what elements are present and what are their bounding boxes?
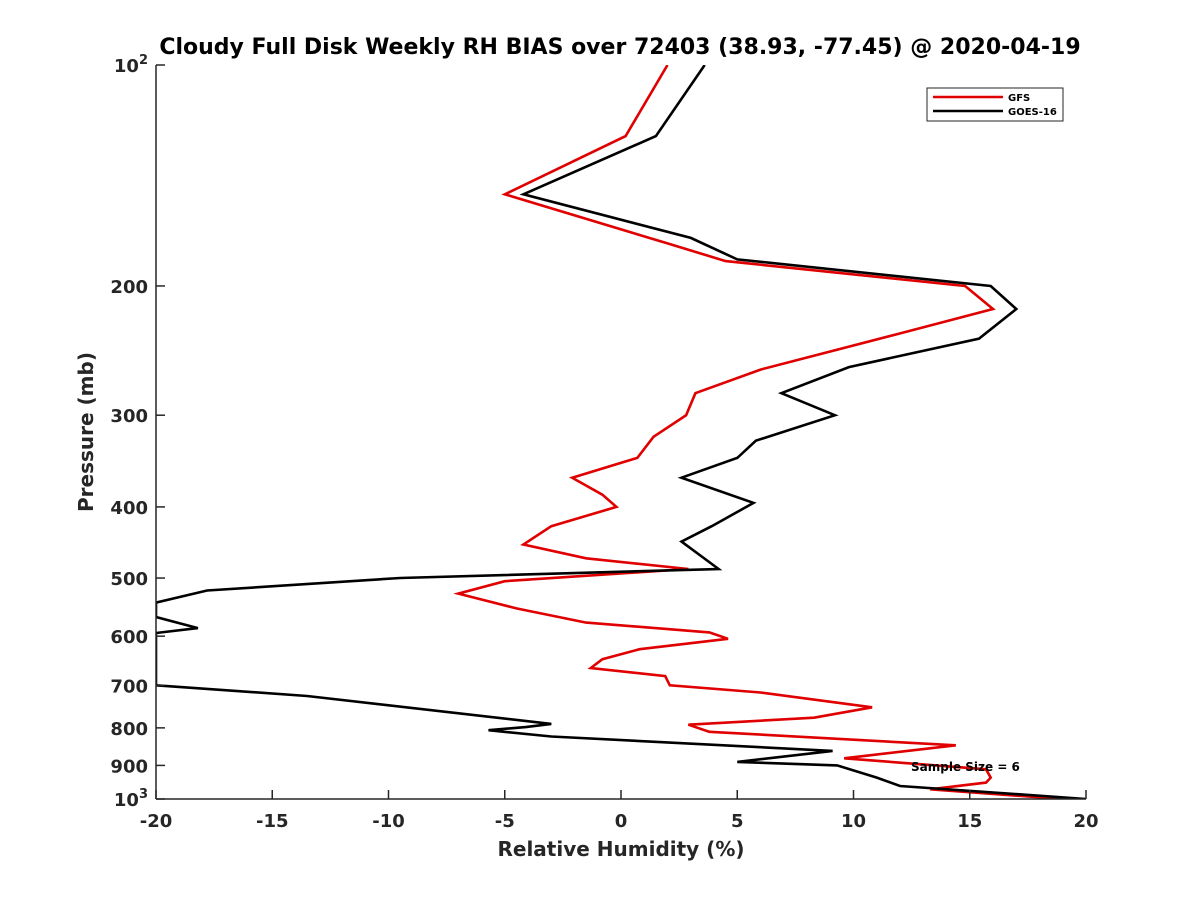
sample-size-annotation: Sample Size = 6	[911, 760, 1020, 774]
x-tick-label: -15	[256, 811, 289, 832]
y-tick-label: 102	[114, 53, 148, 77]
legend-label-goes16: GOES-16	[1008, 107, 1057, 118]
y-tick-label: 200	[110, 277, 148, 298]
y-tick-label: 600	[110, 627, 148, 648]
y-axis-label: Pressure (mb)	[74, 352, 98, 512]
x-tick-label: -5	[495, 811, 515, 832]
x-tick-label: -20	[140, 811, 173, 832]
y-tick-label: 400	[110, 498, 148, 519]
y-tick-label-base: 800	[110, 719, 148, 740]
y-tick-label-exponent: 2	[139, 53, 148, 68]
x-axis-label: Relative Humidity (%)	[497, 837, 744, 861]
y-tick-label-base: 200	[110, 277, 148, 298]
x-tick-label: 5	[731, 811, 744, 832]
y-tick-label: 900	[110, 756, 148, 777]
y-tick-label-base: 700	[110, 676, 148, 697]
chart-title: Cloudy Full Disk Weekly RH BIAS over 724…	[159, 35, 1080, 60]
y-tick-label-base: 600	[110, 627, 148, 648]
y-tick-label: 700	[110, 676, 148, 697]
y-tick-label-base: 400	[110, 498, 148, 519]
series-line-goes16	[156, 65, 1086, 799]
legend-label-gfs: GFS	[1008, 93, 1030, 104]
y-tick-label-base: 900	[110, 756, 148, 777]
series-layer	[156, 65, 1086, 799]
plot-area	[156, 65, 1086, 799]
y-tick-label-base: 500	[110, 569, 148, 590]
x-ticks: -20 -15 -10 -5 0 5 10 15 20	[140, 790, 1099, 832]
y-tick-label-base: 10	[114, 56, 139, 77]
x-tick-label: 0	[615, 811, 628, 832]
legend: GFS GOES-16	[926, 87, 1064, 122]
x-tick-label: -10	[372, 811, 405, 832]
series-line-gfs	[453, 65, 1063, 799]
x-tick-label: 20	[1073, 811, 1098, 832]
legend-box	[926, 87, 1064, 122]
y-tick-label: 500	[110, 569, 148, 590]
y-tick-label-exponent: 3	[139, 787, 148, 802]
y-tick-label: 300	[110, 406, 148, 427]
y-tick-label: 103	[114, 787, 148, 811]
y-tick-label: 800	[110, 719, 148, 740]
x-tick-label: 10	[841, 811, 866, 832]
y-tick-label-base: 300	[110, 406, 148, 427]
plot-background	[156, 65, 1086, 799]
x-tick-label: 15	[957, 811, 982, 832]
y-tick-label-base: 10	[114, 790, 139, 811]
axes: -20 -15 -10 -5 0 5 10 15 20 10220030040050060070…	[110, 53, 1098, 832]
